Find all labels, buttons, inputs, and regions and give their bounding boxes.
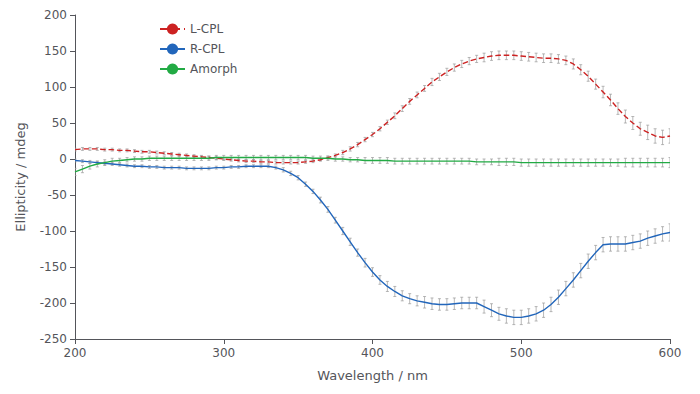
svg-text:-50: -50 [47, 188, 67, 202]
svg-text:-250: -250 [40, 332, 67, 346]
svg-text:Amorph: Amorph [190, 62, 237, 76]
svg-text:300: 300 [212, 346, 235, 360]
svg-text:100: 100 [44, 80, 67, 94]
svg-text:500: 500 [510, 346, 533, 360]
svg-text:L-CPL: L-CPL [190, 22, 223, 36]
svg-text:Wavelength / nm: Wavelength / nm [317, 368, 428, 383]
svg-text:200: 200 [64, 346, 87, 360]
svg-text:50: 50 [52, 116, 67, 130]
svg-text:200: 200 [44, 8, 67, 22]
svg-text:0: 0 [59, 152, 67, 166]
svg-text:150: 150 [44, 44, 67, 58]
svg-text:Ellipticity / mdeg: Ellipticity / mdeg [13, 122, 28, 231]
svg-text:-100: -100 [40, 224, 67, 238]
svg-text:-150: -150 [40, 260, 67, 274]
svg-text:400: 400 [361, 346, 384, 360]
svg-text:-200: -200 [40, 296, 67, 310]
svg-text:600: 600 [659, 346, 682, 360]
svg-text:R-CPL: R-CPL [190, 42, 225, 56]
